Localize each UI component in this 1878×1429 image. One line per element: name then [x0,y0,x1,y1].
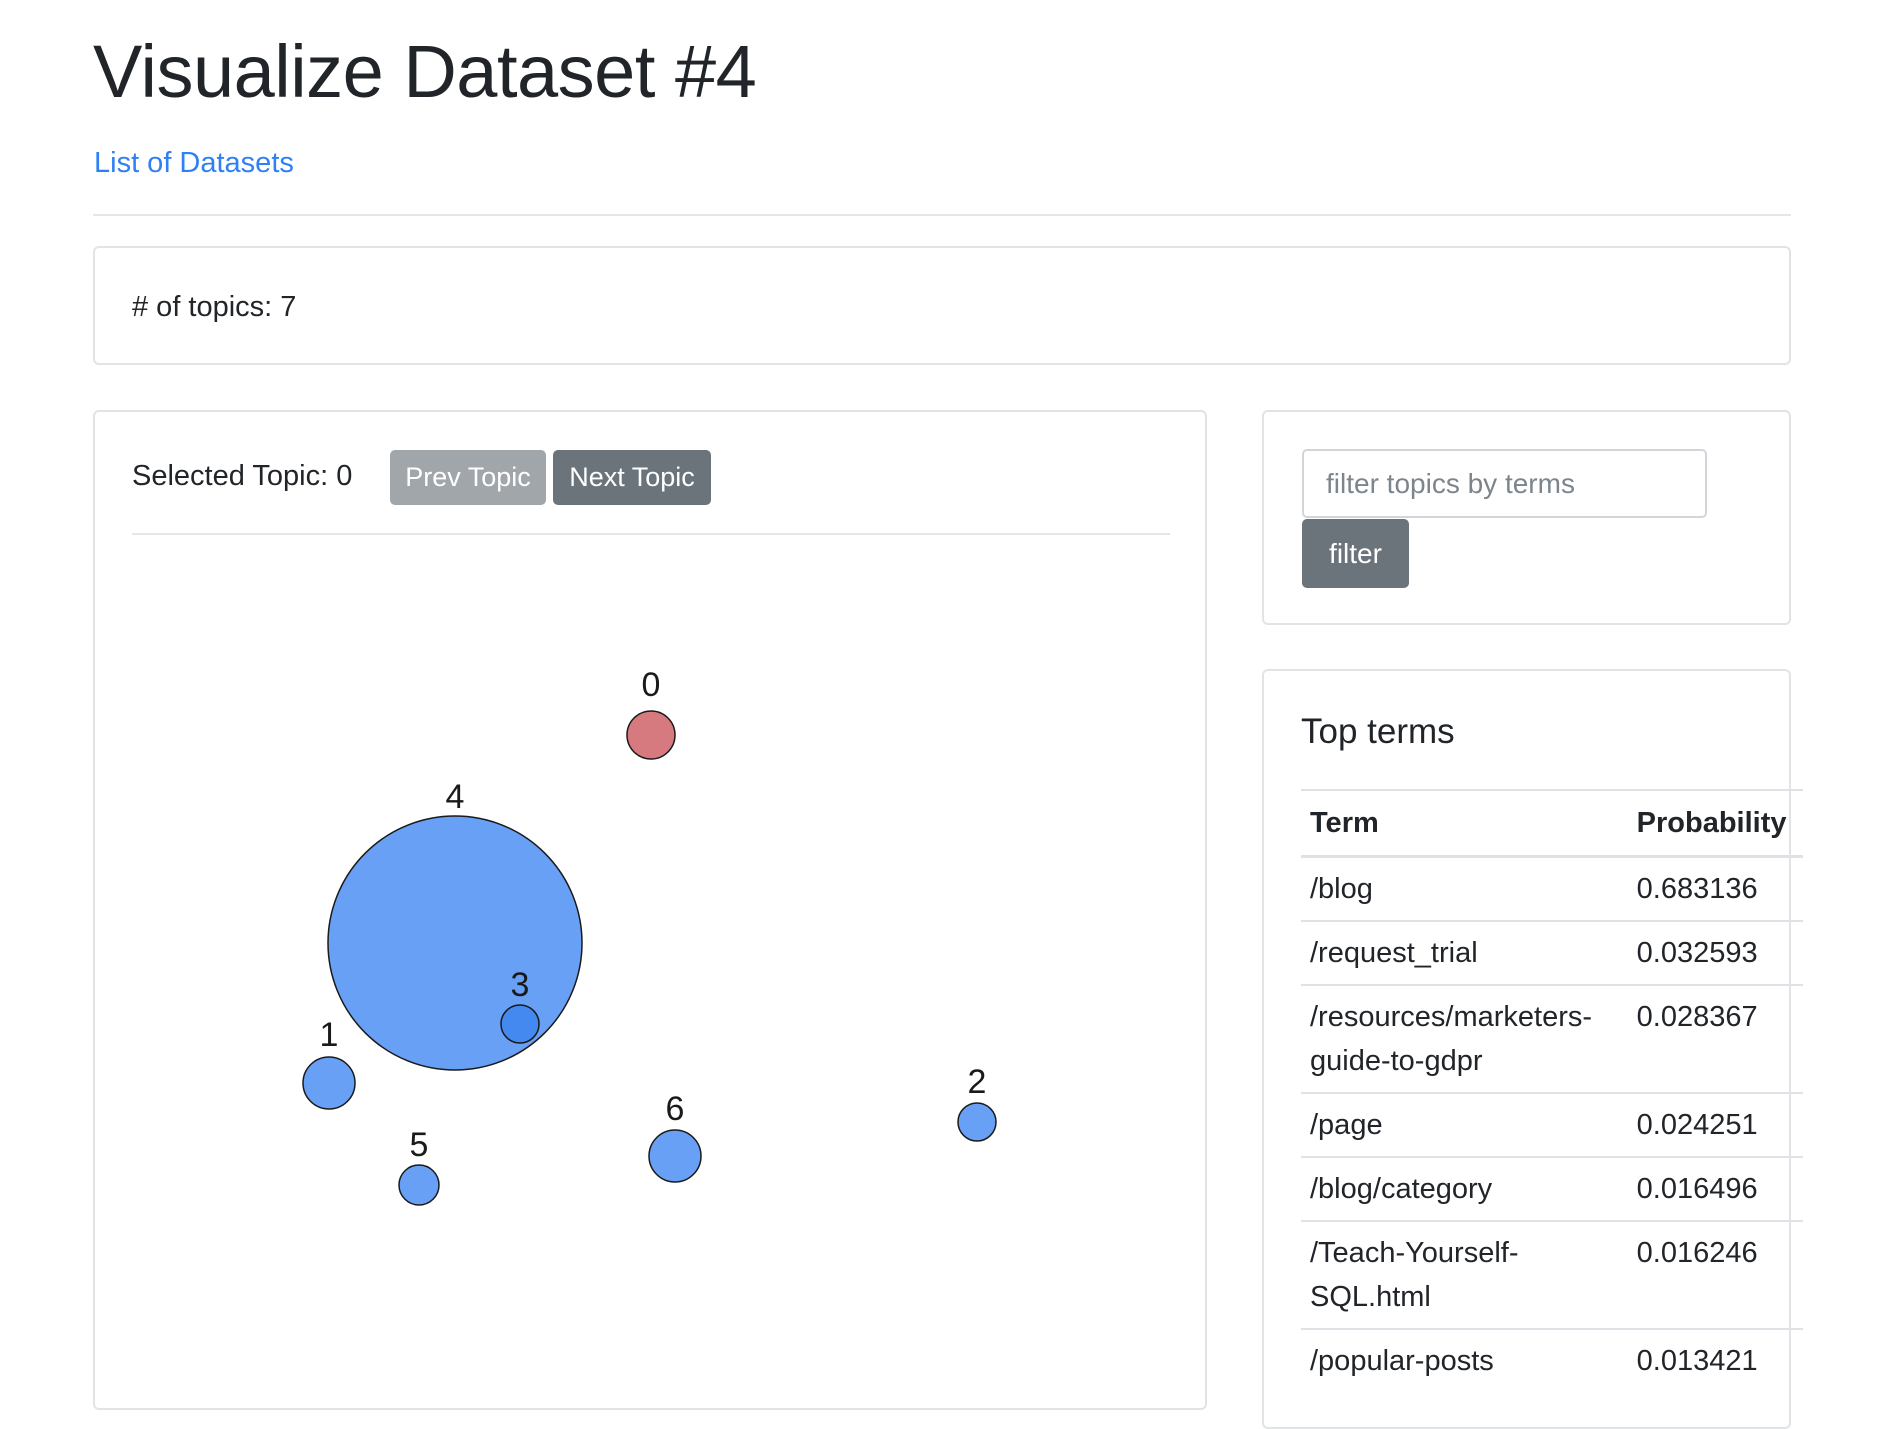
term-cell: /blog/category [1301,1156,1628,1221]
selected-topic-label: Selected Topic: 0 [132,460,353,492]
topic-bubble-1[interactable]: 1 [302,1016,356,1110]
topic-circle-0[interactable] [626,710,676,760]
probability-cell: 0.013421 [1627,1328,1803,1392]
filter-topics-input[interactable] [1302,449,1707,518]
topic-circle-2[interactable] [957,1102,997,1142]
probability-cell: 0.028367 [1627,984,1803,1093]
topic-label-6: 6 [666,1090,685,1128]
term-cell: /popular-posts [1301,1328,1628,1392]
term-cell: /blog [1301,855,1628,921]
topic-label-1: 1 [320,1016,339,1054]
topic-circle-3[interactable] [500,1004,540,1044]
topic-label-4: 4 [446,778,465,816]
topic-circle-5[interactable] [398,1164,440,1206]
probability-cell: 0.016246 [1627,1220,1803,1329]
probability-column-header: Probability [1627,789,1803,858]
topic-bubble-6[interactable]: 6 [648,1090,702,1183]
list-of-datasets-link[interactable]: List of Datasets [94,147,294,179]
probability-cell: 0.032593 [1627,920,1803,985]
next-topic-button[interactable]: Next Topic [553,450,711,505]
topic-map[interactable]: 4 0 3 1 2 6 5 [95,542,1205,1282]
topic-circle-6[interactable] [648,1129,702,1183]
table-row: /blog 0.683136 [1301,855,1803,921]
table-row: /Teach-Yourself-SQL.html 0.016246 [1301,1220,1803,1329]
topic-bubble-4[interactable]: 4 [327,778,583,1071]
top-terms-heading: Top terms [1301,712,1455,751]
table-row: /page 0.024251 [1301,1092,1803,1157]
visualization-divider [132,533,1170,535]
topic-circle-4[interactable] [327,815,583,1071]
topic-label-2: 2 [968,1063,987,1101]
topic-label-0: 0 [642,666,661,704]
topic-count: # of topics: 7 [132,291,297,323]
probability-cell: 0.016496 [1627,1156,1803,1221]
top-terms-card: Top terms Term Probability /blog 0.68313… [1262,669,1803,1429]
probability-cell: 0.024251 [1627,1092,1803,1157]
table-row: /resources/marketers-guide-to-gdpr 0.028… [1301,984,1803,1093]
filter-card: filter [1262,410,1791,625]
table-row: /request_trial 0.032593 [1301,920,1803,985]
topic-bubble-0[interactable]: 0 [626,666,676,760]
page-title: Visualize Dataset #4 [93,30,757,113]
topic-label-3: 3 [511,966,530,1004]
prev-topic-button[interactable]: Prev Topic [390,450,546,505]
probability-cell: 0.683136 [1627,855,1803,921]
summary-card: # of topics: 7 [93,246,1791,365]
header-divider [93,214,1791,216]
topic-label-5: 5 [410,1126,429,1164]
topic-bubble-3[interactable]: 3 [500,966,540,1044]
topic-bubble-5[interactable]: 5 [398,1126,440,1206]
filter-button[interactable]: filter [1302,519,1409,588]
term-column-header: Term [1301,789,1628,858]
table-header-row: Term Probability [1301,789,1803,858]
top-terms-table: Term Probability /blog 0.683136 /request… [1301,789,1803,1392]
term-cell: /resources/marketers-guide-to-gdpr [1301,984,1628,1093]
topic-circle-1[interactable] [302,1056,356,1110]
term-cell: /page [1301,1092,1628,1157]
table-row: /popular-posts 0.013421 [1301,1328,1803,1392]
topic-bubble-2[interactable]: 2 [957,1063,997,1142]
term-cell: /Teach-Yourself-SQL.html [1301,1220,1628,1329]
visualization-card: Selected Topic: 0 Prev Topic Next Topic … [93,410,1207,1410]
table-row: /blog/category 0.016496 [1301,1156,1803,1221]
term-cell: /request_trial [1301,920,1628,985]
